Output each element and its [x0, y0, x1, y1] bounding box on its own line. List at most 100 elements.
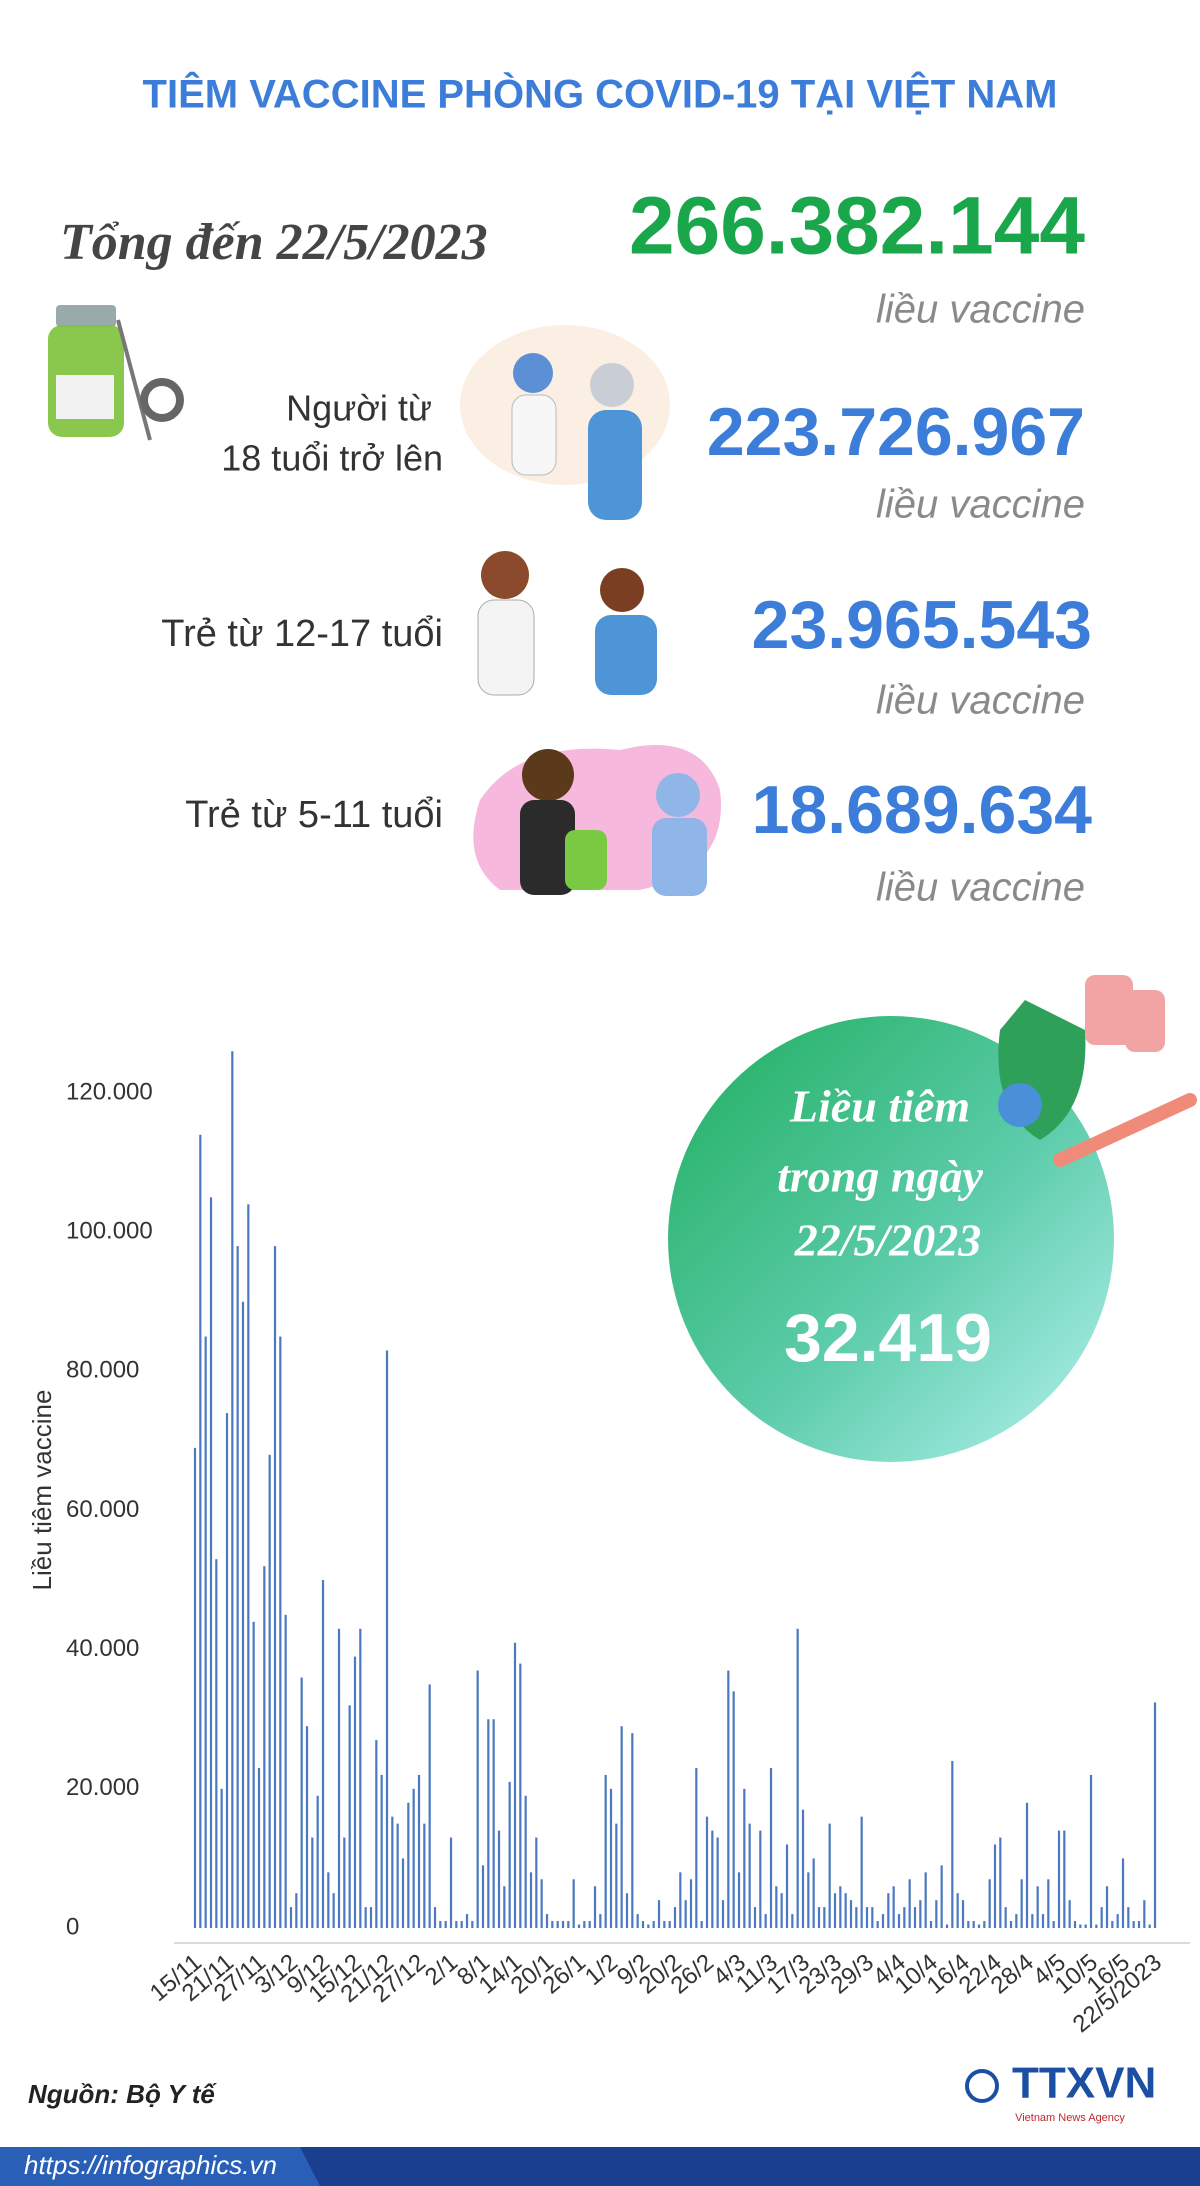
bar: [561, 1921, 565, 1928]
bar: [615, 1823, 618, 1928]
group-label: Trẻ từ 12-17 tuổi: [161, 613, 443, 655]
bar: [1068, 1900, 1071, 1928]
logo-sub: Vietnam News Agency: [1015, 2112, 1125, 2124]
bar: [775, 1886, 778, 1928]
bar: [236, 1246, 239, 1928]
bar: [727, 1670, 730, 1928]
bar: [1095, 1924, 1098, 1928]
bar: [849, 1900, 853, 1928]
bar: [625, 1893, 629, 1928]
teen-illustration: [477, 551, 657, 696]
adult-illustration: [460, 325, 670, 520]
bar: [545, 1914, 549, 1928]
bar: [1127, 1907, 1130, 1928]
bar: [844, 1893, 847, 1928]
bar: [673, 1907, 677, 1928]
y-tick-label: 80.000: [66, 1357, 139, 1384]
bar: [551, 1921, 554, 1928]
bar: [695, 1767, 698, 1928]
bar: [668, 1921, 671, 1928]
y-tick-label: 120.000: [66, 1078, 153, 1105]
bar: [364, 1907, 367, 1928]
bar: [881, 1914, 885, 1928]
bar: [401, 1858, 405, 1928]
bar: [700, 1921, 703, 1928]
bar: [508, 1781, 511, 1928]
bar: [241, 1301, 245, 1928]
bar: [380, 1774, 383, 1928]
logo-mark: [965, 2069, 999, 2103]
bar: [993, 1844, 997, 1928]
bar: [887, 1893, 890, 1928]
bar: [332, 1893, 335, 1928]
bar: [1143, 1900, 1146, 1928]
bar: [476, 1670, 479, 1928]
bar: [199, 1134, 202, 1928]
bar: [983, 1921, 986, 1928]
vial-illustration: [48, 305, 184, 441]
bar: [641, 1921, 645, 1928]
highlight-value: 32.419: [784, 1300, 992, 1376]
bar: [556, 1921, 559, 1928]
bar: [273, 1246, 277, 1928]
bar: [343, 1837, 346, 1928]
bar: [743, 1788, 746, 1928]
bar: [209, 1197, 213, 1928]
url[interactable]: https://infographics.vn: [24, 2150, 277, 2180]
bar: [577, 1924, 581, 1928]
bar: [604, 1774, 607, 1928]
bar: [679, 1872, 682, 1928]
group-unit: liều vaccine: [876, 679, 1085, 723]
bar: [823, 1907, 826, 1928]
bar: [924, 1872, 927, 1928]
group-value: 223.726.967: [707, 394, 1085, 470]
bar: [375, 1740, 378, 1928]
bar: [620, 1726, 623, 1928]
highlight-text: trong ngày: [777, 1151, 983, 1202]
bar: [636, 1914, 639, 1928]
bar: [1004, 1907, 1007, 1928]
bar: [759, 1830, 762, 1928]
bar: [1148, 1924, 1151, 1928]
bar: [769, 1767, 773, 1928]
bar: [449, 1837, 453, 1928]
bar: [684, 1900, 687, 1928]
bar: [1025, 1802, 1029, 1928]
total-value: 266.382.144: [629, 181, 1085, 272]
bar: [396, 1823, 399, 1928]
bar: [817, 1907, 821, 1928]
bar: [609, 1788, 613, 1928]
bar: [796, 1628, 799, 1928]
bar: [1015, 1914, 1018, 1928]
bar: [1111, 1921, 1114, 1928]
bar: [945, 1924, 949, 1928]
bar: [839, 1886, 842, 1928]
bar: [257, 1767, 261, 1928]
bar: [711, 1830, 714, 1928]
bar: [369, 1907, 373, 1928]
footer-tab: [0, 2147, 320, 2186]
bar: [951, 1761, 954, 1928]
bar: [689, 1879, 693, 1928]
bar: [428, 1684, 431, 1928]
bar: [657, 1900, 661, 1928]
bar: [599, 1914, 602, 1928]
bar: [348, 1705, 351, 1928]
bar: [359, 1628, 362, 1928]
bar: [1100, 1907, 1103, 1928]
bar: [423, 1823, 426, 1928]
bar: [215, 1559, 218, 1928]
bar: [295, 1893, 298, 1928]
bar: [929, 1921, 933, 1928]
bar: [1057, 1830, 1061, 1928]
bar: [460, 1921, 463, 1928]
bar: [631, 1733, 634, 1928]
bar: [919, 1900, 922, 1928]
bar: [892, 1886, 895, 1928]
bar: [567, 1921, 570, 1928]
bar: [300, 1677, 303, 1928]
bar: [1031, 1914, 1034, 1928]
bar: [279, 1336, 282, 1928]
